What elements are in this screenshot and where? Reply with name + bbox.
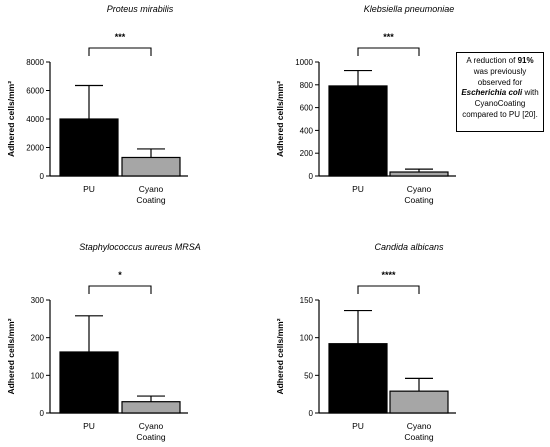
y-axis-label: Adhered cells/mm² bbox=[275, 318, 285, 394]
note-text-3: with CyanoCoating compared to PU [20]. bbox=[462, 88, 539, 119]
category-label: Cyano Coating bbox=[404, 184, 434, 205]
bar bbox=[389, 171, 449, 177]
significance-bracket bbox=[357, 47, 420, 56]
y-axis-label: Adhered cells/mm² bbox=[6, 318, 16, 394]
bar bbox=[328, 343, 388, 414]
y-tick-label: 0 bbox=[309, 172, 314, 181]
bar bbox=[59, 118, 119, 177]
y-tick-label: 0 bbox=[40, 409, 45, 418]
significance-label: *** bbox=[383, 32, 394, 42]
category-label: Cyano Coating bbox=[136, 184, 166, 205]
y-tick-label: 100 bbox=[31, 371, 45, 380]
category-label: PU bbox=[83, 421, 95, 431]
y-tick-label: 150 bbox=[300, 296, 314, 305]
bar bbox=[59, 351, 119, 414]
y-tick-label: 200 bbox=[31, 334, 45, 343]
category-label: Cyano Coating bbox=[404, 421, 434, 442]
significance-label: * bbox=[118, 270, 122, 280]
y-tick-label: 800 bbox=[300, 81, 314, 90]
y-tick-label: 300 bbox=[31, 296, 45, 305]
significance-bracket bbox=[357, 285, 420, 294]
bar bbox=[121, 156, 181, 177]
bar bbox=[328, 85, 388, 177]
category-label: PU bbox=[352, 184, 364, 194]
chart-title: Staphylococcus aureus MRSA bbox=[79, 242, 201, 252]
significance-label: **** bbox=[381, 270, 396, 280]
y-tick-label: 4000 bbox=[26, 115, 44, 124]
note-organism: Escherichia coli bbox=[461, 88, 523, 98]
y-tick-label: 600 bbox=[300, 104, 314, 113]
note-text-2: was previously observed for bbox=[473, 66, 527, 87]
y-tick-label: 400 bbox=[300, 126, 314, 135]
note-text-1: A reduction of bbox=[466, 56, 518, 65]
y-tick-label: 8000 bbox=[26, 58, 44, 67]
y-axis-label: Adhered cells/mm² bbox=[275, 81, 285, 157]
chart-title: Candida albicans bbox=[374, 242, 444, 252]
y-axis-label: Adhered cells/mm² bbox=[6, 81, 16, 157]
significance-label: *** bbox=[115, 32, 126, 42]
y-tick-label: 200 bbox=[300, 149, 314, 158]
y-tick-label: 1000 bbox=[295, 58, 313, 67]
category-label: PU bbox=[352, 421, 364, 431]
y-tick-label: 0 bbox=[309, 409, 314, 418]
bar bbox=[121, 401, 181, 414]
category-label: Cyano Coating bbox=[136, 421, 166, 442]
significance-bracket bbox=[88, 47, 152, 56]
info-note-box: A reduction of 91% was previously observ… bbox=[456, 52, 544, 132]
bar bbox=[389, 390, 449, 414]
y-tick-label: 0 bbox=[40, 172, 45, 181]
chart-title: Proteus mirabilis bbox=[107, 4, 174, 14]
y-tick-label: 6000 bbox=[26, 87, 44, 96]
y-tick-label: 2000 bbox=[26, 144, 44, 153]
category-label: PU bbox=[83, 184, 95, 194]
note-percent: 91% bbox=[517, 56, 534, 65]
chart-title: Klebsiella pneumoniae bbox=[364, 4, 455, 14]
significance-bracket bbox=[88, 285, 152, 294]
y-tick-label: 100 bbox=[300, 334, 314, 343]
y-tick-label: 50 bbox=[304, 371, 313, 380]
